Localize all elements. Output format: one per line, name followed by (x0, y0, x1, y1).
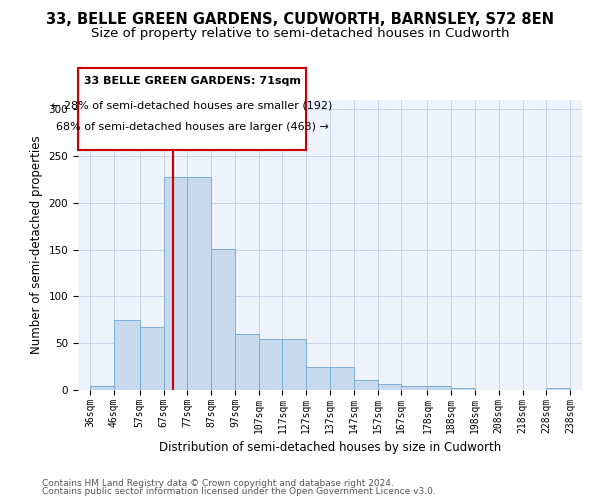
Bar (235, 334, 259, 390)
Bar (427, 386, 451, 390)
Bar (140, 328, 164, 390)
X-axis label: Distribution of semi-detached houses by size in Cudworth: Distribution of semi-detached houses by … (159, 441, 501, 454)
Text: 68% of semi-detached houses are larger (463) →: 68% of semi-detached houses are larger (… (56, 122, 328, 132)
Bar (187, 176, 211, 390)
Text: Size of property relative to semi-detached houses in Cudworth: Size of property relative to semi-detach… (91, 28, 509, 40)
Text: 33, BELLE GREEN GARDENS, CUDWORTH, BARNSLEY, S72 8EN: 33, BELLE GREEN GARDENS, CUDWORTH, BARNS… (46, 12, 554, 28)
Text: Contains HM Land Registry data © Crown copyright and database right 2024.: Contains HM Land Registry data © Crown c… (42, 478, 394, 488)
Bar (90, 386, 113, 390)
Bar (164, 176, 187, 390)
Bar (259, 338, 283, 390)
Bar (211, 248, 235, 390)
Bar (330, 366, 354, 390)
Bar (283, 338, 306, 390)
Bar (306, 366, 330, 390)
Text: 33 BELLE GREEN GARDENS: 71sqm: 33 BELLE GREEN GARDENS: 71sqm (83, 76, 301, 86)
Y-axis label: Number of semi-detached properties: Number of semi-detached properties (30, 136, 43, 354)
Bar (113, 320, 140, 390)
Bar (547, 388, 570, 390)
Bar (354, 380, 377, 390)
Text: Contains public sector information licensed under the Open Government Licence v3: Contains public sector information licen… (42, 488, 436, 496)
Text: ← 28% of semi-detached houses are smaller (192): ← 28% of semi-detached houses are smalle… (52, 100, 332, 110)
Bar (451, 388, 475, 390)
Bar (401, 386, 427, 390)
Bar (377, 384, 401, 390)
